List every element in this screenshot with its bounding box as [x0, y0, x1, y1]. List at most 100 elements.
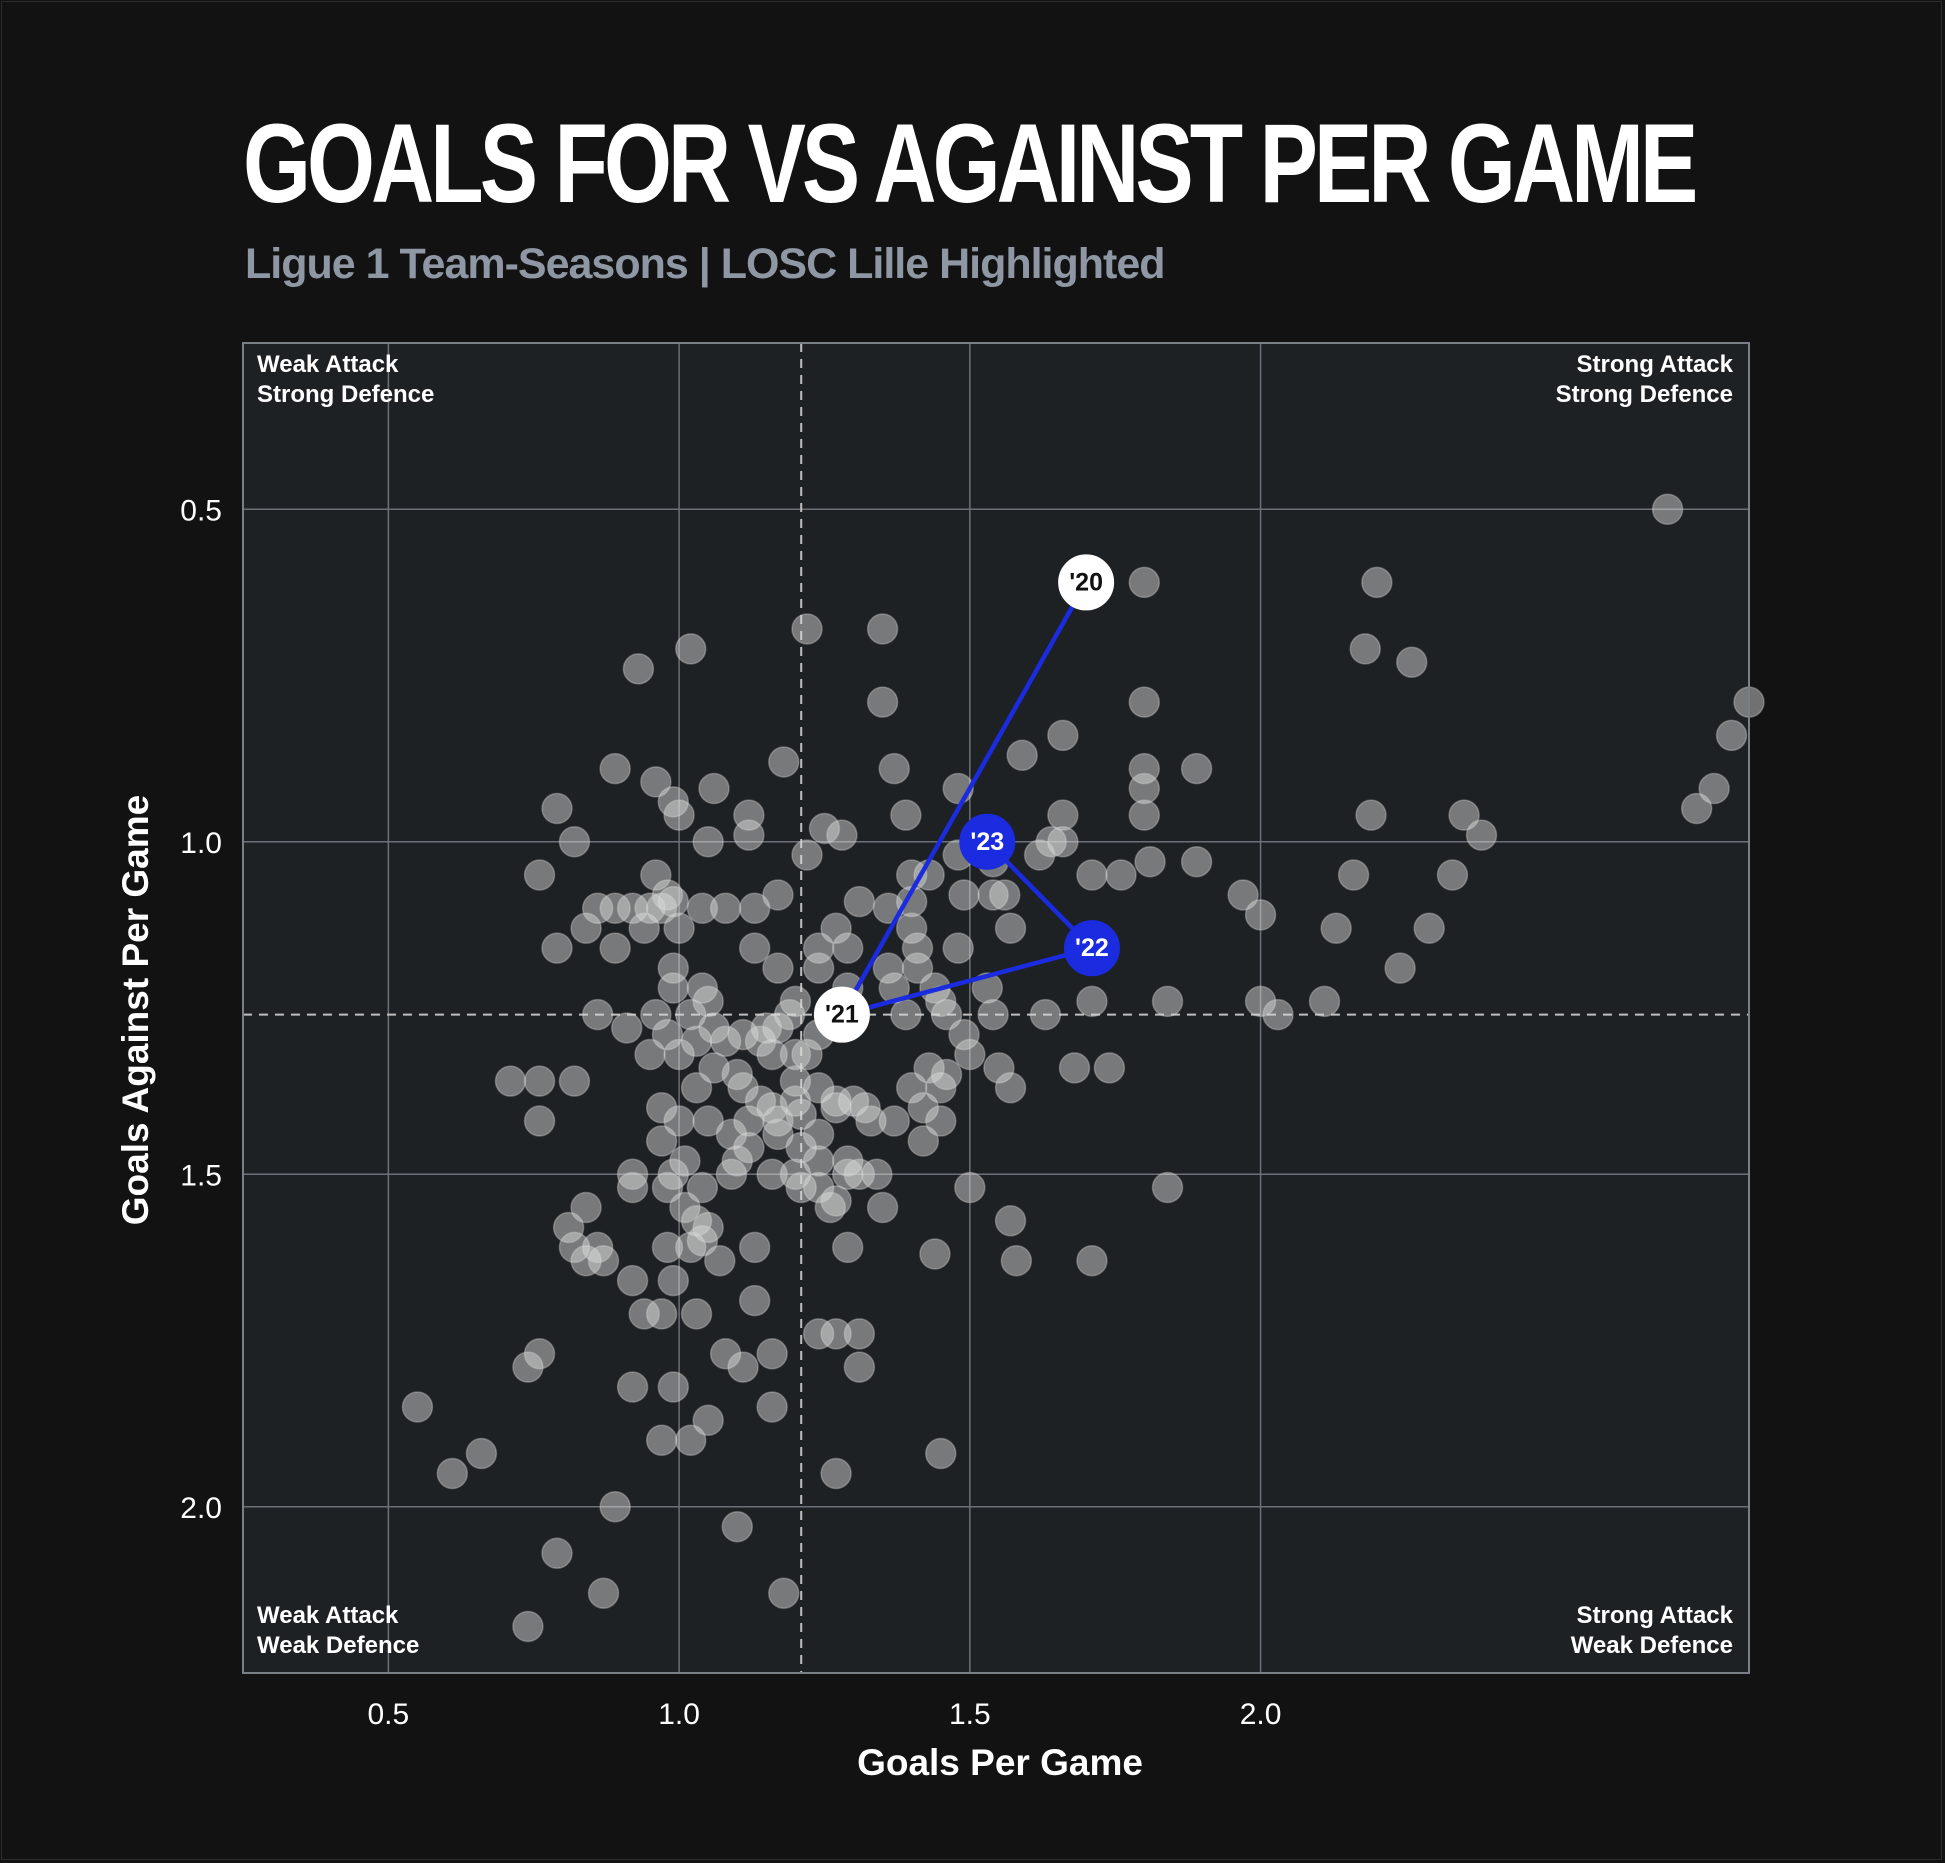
data-point: [715, 1158, 748, 1190]
data-point: [651, 1018, 684, 1051]
data-point: [721, 1145, 753, 1177]
data-point: [581, 1231, 614, 1264]
data-point: [820, 1092, 852, 1124]
highlight-segment: [839, 581, 1089, 1016]
data-point: [1262, 998, 1294, 1031]
quadrant-label-bottom-right-line1: Strong Attack: [1577, 1602, 1734, 1629]
data-point: [686, 972, 719, 1004]
data-point: [1093, 1052, 1126, 1084]
data-point: [919, 1238, 951, 1270]
data-point: [657, 1371, 690, 1403]
data-point: [1384, 952, 1416, 984]
data-point: [680, 1205, 713, 1237]
data-point: [663, 1105, 695, 1137]
data-point: [674, 1231, 707, 1264]
data-point: [663, 1038, 695, 1071]
data-point: [820, 1318, 852, 1350]
data-point: [802, 1118, 835, 1151]
data-point: [692, 1404, 724, 1437]
page-title: GOALS FOR VS AGAINST PER GAME: [243, 101, 1698, 226]
data-point: [680, 1072, 713, 1104]
data-point: [657, 1158, 690, 1190]
data-point: [645, 1298, 678, 1330]
data-point: [768, 746, 800, 778]
data-point: [756, 1092, 788, 1124]
data-point: [744, 1025, 777, 1057]
data-point: [1395, 646, 1428, 678]
data-point: [1465, 819, 1498, 851]
data-point: [779, 985, 812, 1018]
data-point: [785, 1098, 817, 1131]
data-point: [866, 686, 899, 718]
y-tick-label: 0.5: [180, 494, 222, 527]
data-point: [523, 1338, 556, 1370]
data-point: [994, 912, 1027, 944]
data-point: [1105, 859, 1137, 891]
data-point: [733, 819, 765, 851]
data-point: [1651, 493, 1684, 525]
data-point: [802, 952, 835, 984]
data-point: [971, 972, 1004, 1004]
data-point: [756, 1391, 788, 1423]
data-point: [680, 1025, 713, 1057]
data-point: [1361, 566, 1393, 599]
grid-lines: [243, 343, 1749, 1673]
data-point: [721, 1510, 753, 1543]
data-point: [930, 1058, 963, 1091]
data-point: [820, 912, 852, 944]
data-point: [785, 1131, 817, 1164]
data-point: [570, 912, 602, 944]
data-point: [901, 952, 934, 984]
y-tick-label: 2.0: [180, 1492, 222, 1525]
data-point: [773, 998, 806, 1031]
data-points: [401, 493, 1765, 1643]
data-point: [831, 1231, 864, 1264]
data-point: [1227, 879, 1259, 911]
quadrant-label-bottom-right-line2: Weak Defence: [1571, 1632, 1733, 1659]
data-point: [779, 1158, 812, 1190]
data-point: [820, 1457, 852, 1490]
data-point: [1320, 912, 1352, 944]
data-point: [814, 1191, 847, 1224]
data-point: [791, 1038, 823, 1071]
highlight-point-23: [959, 813, 1016, 870]
data-point: [802, 1171, 835, 1204]
data-point: [541, 792, 573, 825]
data-point: [1715, 719, 1748, 752]
data-point: [581, 892, 614, 924]
data-point: [948, 1018, 980, 1051]
data-point: [727, 1351, 759, 1383]
data-point: [802, 1072, 835, 1104]
data-point: [872, 952, 905, 984]
data-point: [843, 885, 876, 918]
data-point: [942, 932, 974, 964]
data-point: [1023, 839, 1056, 871]
data-point: [616, 892, 649, 924]
reference-lines: [243, 343, 1749, 1673]
x-axis-label: Goals Per Game: [857, 1742, 1143, 1783]
data-point: [541, 932, 573, 964]
plot-border: [242, 342, 1750, 1674]
data-point: [616, 1158, 649, 1190]
data-point: [837, 1085, 870, 1117]
data-point: [512, 1351, 544, 1383]
data-point: [436, 1457, 469, 1490]
data-point: [1413, 912, 1445, 944]
data-point: [733, 1105, 765, 1137]
data-point: [808, 812, 841, 845]
data-point: [628, 1298, 660, 1330]
data-point: [849, 1092, 881, 1124]
data-point: [750, 1012, 783, 1044]
data-point: [674, 998, 707, 1031]
data-point: [1047, 719, 1079, 752]
data-point: [1337, 859, 1370, 891]
data-point: [994, 1072, 1027, 1104]
data-point: [558, 1231, 591, 1264]
data-point: [1058, 1052, 1091, 1084]
data-point: [1180, 845, 1213, 878]
data-point: [977, 998, 1009, 1031]
data-point: [820, 1185, 852, 1217]
data-point: [657, 952, 690, 984]
data-point: [465, 1437, 498, 1470]
